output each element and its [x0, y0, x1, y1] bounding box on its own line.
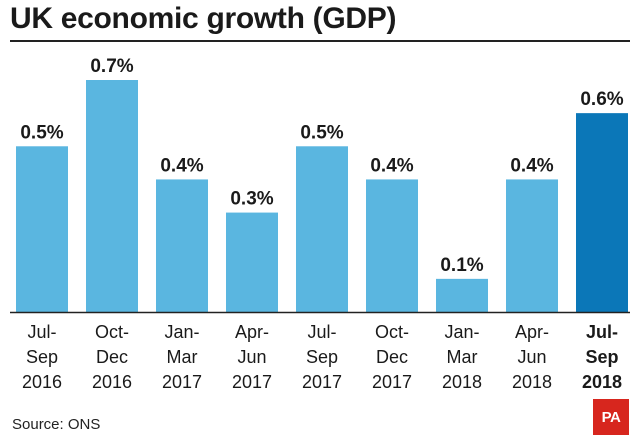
bar-8	[506, 179, 558, 312]
tick-label-1-line-2: Sep	[26, 347, 58, 367]
title-divider	[10, 40, 630, 42]
tick-label-7-line-3: 2018	[442, 372, 482, 392]
value-label-6: 0.4%	[370, 155, 413, 176]
tick-label-8-line-3: 2018	[512, 372, 552, 392]
tick-label-5-line-2: Sep	[306, 347, 338, 367]
bar-1	[16, 146, 68, 312]
tick-label-6-line-1: Oct-	[375, 322, 409, 342]
value-label-9: 0.6%	[580, 89, 623, 110]
tick-label-1-line-3: 2016	[22, 372, 62, 392]
pa-logo: PA	[593, 399, 629, 435]
tick-label-2-line-1: Oct-	[95, 322, 129, 342]
tick-label-1-line-1: Jul-	[27, 322, 56, 342]
bar-7	[436, 278, 488, 312]
tick-label-3-line-2: Mar	[167, 347, 198, 367]
tick-label-7-line-1: Jan-	[444, 322, 479, 342]
bar-6	[366, 179, 418, 312]
tick-label-4-line-1: Apr-	[235, 322, 269, 342]
value-label-2: 0.7%	[90, 56, 133, 77]
tick-label-3-line-1: Jan-	[164, 322, 199, 342]
tick-label-4-line-3: 2017	[232, 372, 272, 392]
tick-label-6-line-2: Dec	[376, 347, 408, 367]
bar-2	[86, 80, 138, 312]
tick-label-6-line-3: 2017	[372, 372, 412, 392]
tick-label-2-line-3: 2016	[92, 372, 132, 392]
value-label-3: 0.4%	[160, 155, 203, 176]
value-label-8: 0.4%	[510, 155, 553, 176]
tick-label-5-line-3: 2017	[302, 372, 342, 392]
tick-label-9-line-2: Sep	[585, 347, 618, 367]
tick-label-2-line-2: Dec	[96, 347, 128, 367]
bar-3	[156, 179, 208, 312]
bar-5	[296, 146, 348, 312]
chart-title: UK economic growth (GDP)	[10, 2, 397, 35]
tick-label-8-line-2: Jun	[517, 347, 546, 367]
bar-9	[576, 113, 628, 313]
tick-label-7-line-2: Mar	[447, 347, 478, 367]
tick-label-3-line-3: 2017	[162, 372, 202, 392]
tick-label-4-line-2: Jun	[237, 347, 266, 367]
value-label-1: 0.5%	[20, 122, 63, 143]
bar-4	[226, 212, 278, 312]
tick-label-9-line-1: Jul-	[586, 322, 618, 342]
tick-label-8-line-1: Apr-	[515, 322, 549, 342]
tick-label-5-line-1: Jul-	[307, 322, 336, 342]
source-note: Source: ONS	[12, 416, 101, 433]
value-label-7: 0.1%	[440, 255, 483, 276]
value-label-4: 0.3%	[230, 189, 273, 210]
tick-label-9-line-3: 2018	[582, 372, 622, 392]
value-label-5: 0.5%	[300, 122, 343, 143]
